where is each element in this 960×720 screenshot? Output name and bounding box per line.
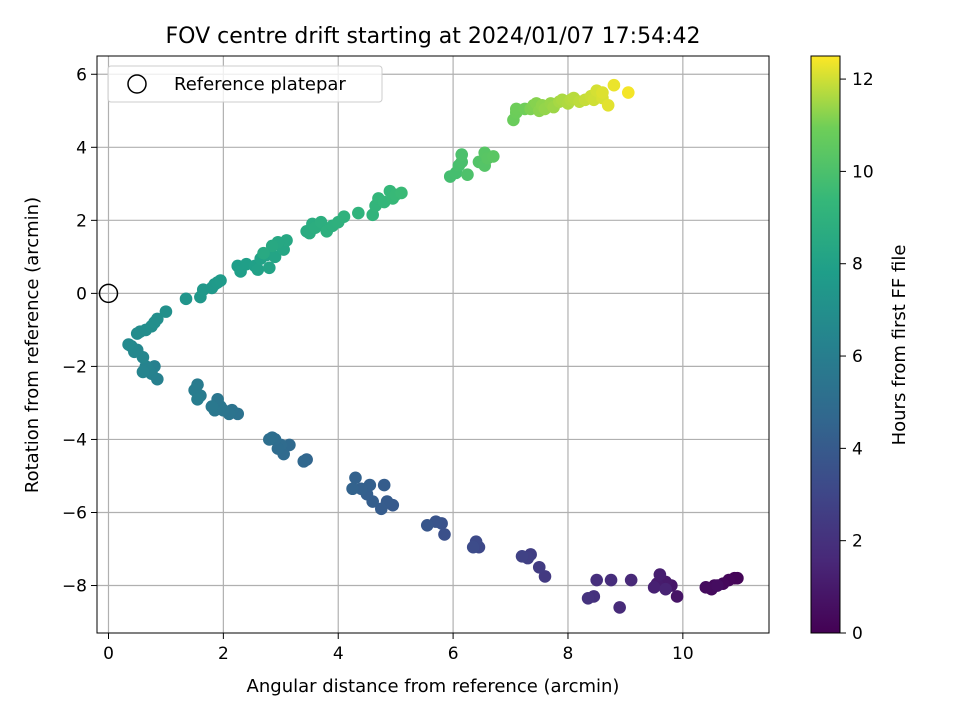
data-point (607, 78, 621, 92)
data-point (699, 581, 713, 594)
data-point (581, 592, 595, 605)
data-point (314, 215, 328, 229)
data-point (346, 482, 359, 496)
y-tick-label: −6 (62, 503, 87, 523)
data-point (136, 365, 150, 379)
colorbar-tick-label: 4 (852, 439, 863, 459)
legend-box (107, 65, 383, 103)
data-point (205, 400, 219, 413)
y-tick-label: −8 (62, 577, 87, 597)
x-tick-label: 6 (448, 644, 459, 664)
x-axis-ticks: 0 2 4 6 8 10 (103, 633, 694, 664)
data-point (596, 86, 609, 99)
x-tick-label: 8 (563, 644, 574, 664)
y-axis-label: Rotation from reference (arcmin) (22, 197, 43, 493)
data-point (487, 150, 500, 163)
data-point (263, 433, 276, 446)
data-point (337, 210, 351, 223)
legend-label: Reference platepar (174, 74, 346, 95)
y-tick-label: −4 (62, 430, 87, 450)
data-point (214, 274, 227, 287)
y-tick-label: 4 (76, 138, 87, 158)
data-point (466, 540, 480, 554)
data-point (420, 518, 434, 532)
data-point (375, 502, 388, 516)
data-point (538, 570, 552, 583)
data-point (659, 582, 672, 596)
colorbar-tick-label: 2 (852, 532, 863, 552)
colorbar-tick-label: 8 (852, 255, 863, 275)
data-point (349, 471, 362, 485)
data-point (122, 338, 135, 351)
data-point (532, 560, 546, 574)
data-point (590, 573, 603, 587)
data-point (354, 482, 368, 496)
data-point (601, 99, 615, 112)
data-point (191, 392, 204, 406)
colorbar-tick-label: 0 (852, 624, 863, 644)
x-tick-label: 2 (218, 644, 229, 664)
data-point (509, 102, 523, 116)
data-point (613, 601, 626, 614)
x-tick-label: 4 (333, 644, 344, 664)
x-axis-label: Angular distance from reference (arcmin) (247, 676, 620, 697)
y-tick-label: 6 (76, 65, 87, 85)
x-tick-label: 10 (672, 644, 694, 664)
colorbar (810, 55, 841, 634)
data-point (438, 528, 451, 541)
y-tick-label: −2 (62, 357, 87, 377)
legend-open-circle-icon (127, 74, 147, 94)
data-point (647, 581, 661, 594)
colorbar-ticks: 0 2 4 6 8 10 12 (840, 70, 874, 644)
data-point (283, 438, 296, 452)
legend: Reference platepar (107, 65, 383, 103)
reference-platepar-marker (98, 283, 119, 304)
y-tick-label: 0 (76, 284, 87, 304)
data-point (624, 573, 638, 587)
data-point (268, 250, 282, 264)
chart-title: FOV centre drift starting at 2024/01/07 … (166, 24, 701, 49)
data-point (670, 590, 684, 603)
y-tick-label: 2 (76, 211, 87, 231)
colorbar-label: Hours from first FF file (889, 245, 910, 446)
data-point (515, 550, 529, 563)
data-point (159, 305, 173, 318)
data-point (151, 312, 164, 326)
data-point (604, 573, 618, 587)
data-points (122, 78, 744, 614)
data-point (455, 148, 469, 161)
data-point (263, 261, 276, 275)
y-axis-ticks: −8 −6 −4 −2 0 2 4 6 (62, 65, 97, 597)
data-point (251, 263, 265, 276)
data-point (711, 579, 724, 592)
data-point (297, 455, 311, 468)
plot-frame (96, 55, 770, 634)
data-point (352, 206, 365, 220)
data-point (653, 568, 667, 581)
colorbar-tick-label: 12 (852, 70, 874, 90)
colorbar-tick-label: 10 (852, 162, 874, 182)
data-point (395, 186, 408, 200)
data-point (179, 292, 193, 306)
gridlines (97, 56, 769, 633)
data-point (461, 168, 474, 181)
data-point (621, 86, 635, 99)
data-point (257, 246, 270, 260)
colorbar-tick-label: 6 (852, 347, 863, 367)
data-point (265, 239, 279, 253)
x-tick-label: 0 (103, 644, 114, 664)
data-point (377, 478, 391, 492)
